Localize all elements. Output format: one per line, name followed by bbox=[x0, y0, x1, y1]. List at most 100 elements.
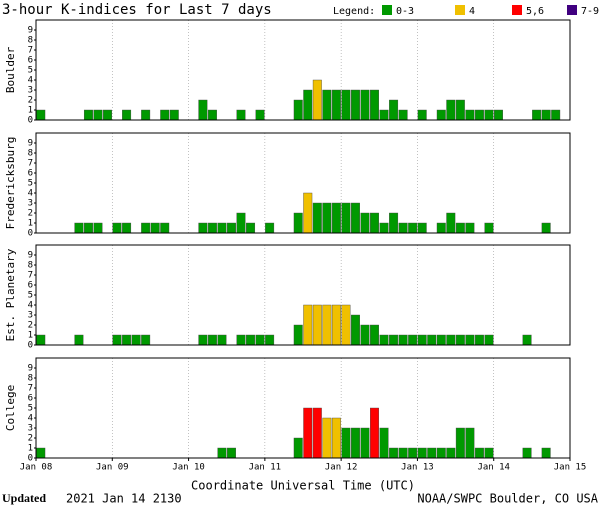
panel-frame bbox=[35, 132, 571, 234]
y-tick-label: 6 bbox=[28, 281, 33, 291]
bar bbox=[236, 109, 246, 121]
panel-frame bbox=[35, 244, 571, 346]
y-tick-label: 3 bbox=[28, 311, 33, 321]
y-axis-label: Est. Planetary bbox=[4, 248, 17, 341]
y-tick-label: 9 bbox=[28, 364, 33, 374]
bar bbox=[255, 334, 265, 346]
bar bbox=[455, 99, 465, 121]
updated-time: 2021 Jan 14 2130 bbox=[66, 492, 182, 506]
y-tick-label: 4 bbox=[28, 76, 33, 86]
y-tick-label: 2 bbox=[28, 321, 33, 331]
bar bbox=[331, 202, 341, 234]
x-tick-label: Jan 09 bbox=[96, 463, 129, 473]
bar bbox=[541, 447, 551, 459]
y-tick-label: 0 bbox=[28, 454, 33, 464]
bar bbox=[93, 222, 103, 234]
y-tick-label: 7 bbox=[28, 46, 33, 56]
bar bbox=[417, 109, 427, 121]
bar bbox=[389, 212, 399, 234]
bar bbox=[551, 109, 561, 121]
bar bbox=[484, 222, 494, 234]
bar bbox=[446, 212, 456, 234]
bar bbox=[217, 222, 227, 234]
bar bbox=[74, 222, 84, 234]
panel bbox=[36, 245, 570, 345]
bar bbox=[83, 109, 93, 121]
y-tick-label: 1 bbox=[28, 331, 33, 341]
y-tick-label: 8 bbox=[28, 261, 33, 271]
bar bbox=[389, 334, 399, 346]
bar bbox=[417, 447, 427, 459]
source: NOAA/SWPC Boulder, CO USA bbox=[417, 492, 598, 506]
legend-entry: 0-3 bbox=[396, 6, 414, 17]
bar bbox=[293, 99, 303, 121]
legend-swatch bbox=[382, 5, 392, 15]
bar bbox=[455, 222, 465, 234]
bar bbox=[322, 417, 332, 459]
x-tick-label: Jan 08 bbox=[20, 463, 53, 473]
bar bbox=[408, 447, 418, 459]
bar bbox=[322, 202, 332, 234]
y-tick-label: 6 bbox=[28, 56, 33, 66]
y-tick-label: 4 bbox=[28, 189, 33, 199]
bar bbox=[303, 304, 313, 346]
x-axis-label: Coordinate Universal Time (UTC) bbox=[191, 479, 415, 493]
bar bbox=[141, 222, 151, 234]
bar bbox=[360, 212, 370, 234]
y-tick-label: 9 bbox=[28, 251, 33, 261]
bar bbox=[360, 324, 370, 346]
bar bbox=[198, 222, 208, 234]
bar bbox=[389, 99, 399, 121]
y-axis-label: Fredericksburg bbox=[4, 137, 17, 230]
legend-entry: 4 bbox=[469, 6, 475, 17]
y-tick-label: 7 bbox=[28, 271, 33, 281]
bar bbox=[131, 334, 141, 346]
y-tick-label: 3 bbox=[28, 199, 33, 209]
y-tick-label: 1 bbox=[28, 444, 33, 454]
bar bbox=[436, 222, 446, 234]
bar bbox=[522, 447, 532, 459]
bar bbox=[322, 89, 332, 121]
bar bbox=[484, 447, 494, 459]
bar bbox=[350, 89, 360, 121]
y-tick-label: 2 bbox=[28, 96, 33, 106]
panel-frame bbox=[35, 357, 571, 459]
bar bbox=[236, 212, 246, 234]
y-tick-label: 5 bbox=[28, 179, 33, 189]
y-tick-label: 5 bbox=[28, 291, 33, 301]
bar bbox=[398, 222, 408, 234]
bar bbox=[103, 109, 112, 121]
y-tick-label: 1 bbox=[28, 219, 33, 229]
bar bbox=[379, 427, 389, 459]
y-tick-label: 8 bbox=[28, 149, 33, 159]
bar bbox=[436, 109, 446, 121]
bar bbox=[350, 314, 360, 346]
bar bbox=[360, 427, 370, 459]
bar bbox=[265, 222, 275, 234]
y-tick-label: 0 bbox=[28, 116, 33, 126]
bar bbox=[246, 222, 256, 234]
bar bbox=[169, 109, 179, 121]
bar bbox=[293, 212, 303, 234]
bar bbox=[198, 99, 208, 121]
y-tick-label: 2 bbox=[28, 434, 33, 444]
bar bbox=[331, 304, 341, 346]
x-tick-label: Jan 10 bbox=[172, 463, 205, 473]
y-axis-label: Boulder bbox=[4, 46, 17, 93]
bar bbox=[379, 222, 389, 234]
bar bbox=[446, 334, 456, 346]
bar bbox=[122, 334, 132, 346]
legend-swatch bbox=[455, 5, 465, 15]
y-tick-label: 0 bbox=[28, 229, 33, 239]
y-tick-label: 9 bbox=[28, 26, 33, 36]
bar bbox=[350, 427, 360, 459]
x-tick-label: Jan 13 bbox=[401, 463, 434, 473]
bar bbox=[398, 334, 408, 346]
bar bbox=[360, 89, 370, 121]
y-tick-label: 4 bbox=[28, 414, 33, 424]
y-tick-label: 8 bbox=[28, 374, 33, 384]
y-tick-label: 6 bbox=[28, 169, 33, 179]
bar bbox=[427, 447, 437, 459]
bar bbox=[122, 109, 132, 121]
bar bbox=[160, 222, 170, 234]
